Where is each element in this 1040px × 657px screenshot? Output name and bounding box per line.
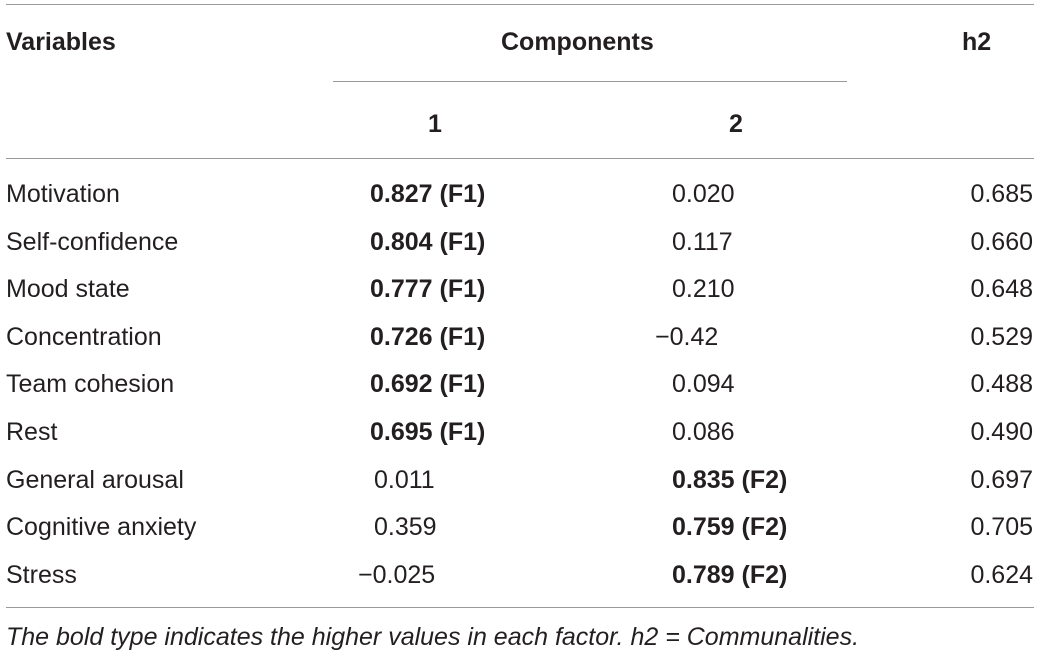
component-1-cell: 0.692 (F1): [370, 370, 486, 398]
variable-cell: Concentration: [6, 323, 162, 351]
header-h2: h2: [962, 28, 992, 56]
header-components: Components: [501, 28, 654, 56]
header-component-1: 1: [428, 110, 442, 138]
component-1-cell: 0.827 (F1): [370, 180, 486, 208]
variable-cell: Rest: [6, 418, 58, 446]
component-2-cell: 0.020: [672, 180, 735, 208]
component-2-cell: 0.835 (F2): [672, 466, 788, 494]
header-rule: [6, 158, 1034, 159]
variable-cell: Team cohesion: [6, 370, 175, 398]
component-1-cell: 0.777 (F1): [370, 275, 486, 303]
variable-cell: Motivation: [6, 180, 120, 208]
variable-cell: Cognitive anxiety: [6, 513, 197, 541]
h2-cell: 0.490: [970, 418, 1033, 446]
component-1-cell: 0.359: [374, 513, 437, 541]
component-2-cell: −0.42: [655, 323, 719, 351]
component-2-cell: 0.117: [672, 228, 733, 256]
top-rule: [6, 4, 1034, 5]
h2-cell: 0.648: [970, 275, 1033, 303]
component-1-cell: −0.025: [358, 561, 436, 589]
component-2-cell: 0.759 (F2): [672, 513, 788, 541]
header-component-2: 2: [729, 110, 743, 138]
h2-cell: 0.488: [970, 370, 1033, 398]
variable-cell: General arousal: [6, 466, 184, 494]
component-2-cell: 0.086: [672, 418, 735, 446]
h2-cell: 0.705: [970, 513, 1033, 541]
header-variables: Variables: [6, 28, 116, 56]
bottom-rule: [6, 607, 1034, 608]
component-1-cell: 0.695 (F1): [370, 418, 486, 446]
h2-cell: 0.697: [970, 466, 1033, 494]
h2-cell: 0.529: [970, 323, 1033, 351]
component-1-cell: 0.804 (F1): [370, 228, 486, 256]
component-1-cell: 0.726 (F1): [370, 323, 486, 351]
h2-cell: 0.660: [970, 228, 1033, 256]
h2-cell: 0.624: [970, 561, 1033, 589]
components-underline: [333, 81, 847, 82]
component-1-cell: 0.011: [374, 466, 435, 494]
variable-cell: Self-confidence: [6, 228, 179, 256]
table-footnote: The bold type indicates the higher value…: [6, 623, 860, 651]
variable-cell: Stress: [6, 561, 77, 589]
component-2-cell: 0.210: [672, 275, 735, 303]
variable-cell: Mood state: [6, 275, 130, 303]
h2-cell: 0.685: [970, 180, 1033, 208]
component-2-cell: 0.789 (F2): [672, 561, 788, 589]
component-2-cell: 0.094: [672, 370, 735, 398]
